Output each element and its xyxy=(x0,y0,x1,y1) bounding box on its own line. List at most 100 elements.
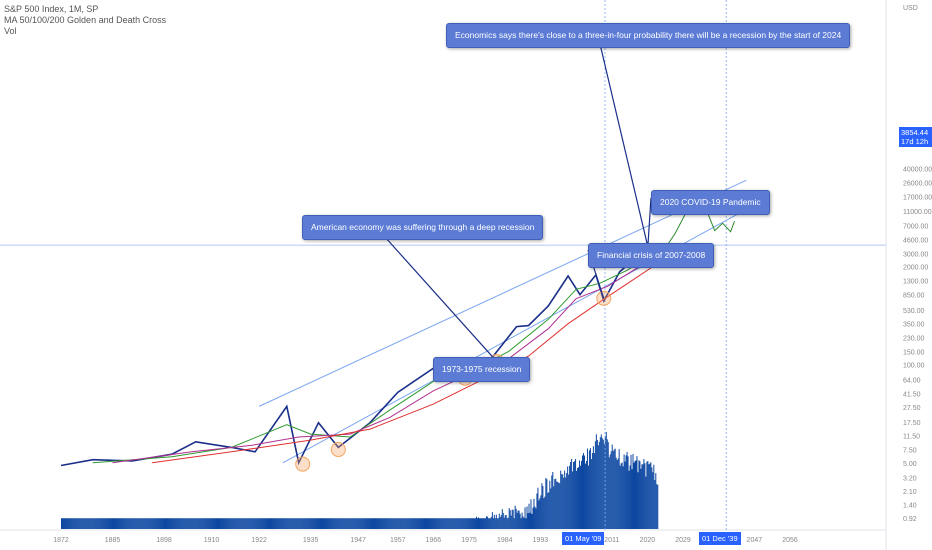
volume-bar xyxy=(643,459,645,529)
y-tick-label: 5.00 xyxy=(903,461,917,468)
volume-bar xyxy=(604,436,606,529)
volume-bar xyxy=(353,518,355,529)
volume-bar xyxy=(133,518,135,529)
volume-bar xyxy=(294,518,296,529)
x-tick-label: 1975 xyxy=(461,537,477,544)
volume-bar xyxy=(285,518,287,529)
volume-bar xyxy=(352,518,354,529)
volume-bar xyxy=(189,518,191,529)
volume-bar xyxy=(228,518,230,529)
volume-bar xyxy=(472,518,474,529)
callout-covid[interactable]: 2020 COVID-19 Pandemic xyxy=(651,190,770,215)
volume-bar xyxy=(266,518,268,529)
volume-bar xyxy=(136,518,138,529)
volume-bar xyxy=(568,474,570,529)
volume-bar xyxy=(251,518,253,529)
volume-bar xyxy=(450,518,452,529)
volume-bar xyxy=(192,518,194,529)
callout-financial-crisis[interactable]: Financial crisis of 2007-2008 xyxy=(588,243,715,268)
volume-bar xyxy=(295,518,297,529)
volume-bar xyxy=(185,518,187,529)
volume-bar xyxy=(465,518,467,529)
volume-indicator-label[interactable]: Vol xyxy=(4,26,17,36)
callout-pointer xyxy=(384,236,498,362)
volume-bar xyxy=(311,518,313,529)
volume-bar xyxy=(96,518,98,529)
volume-bar xyxy=(252,518,254,529)
volume-bar xyxy=(312,518,314,529)
volume-bar xyxy=(591,452,593,529)
volume-bar xyxy=(460,518,462,529)
volume-bar xyxy=(125,518,127,529)
volume-bar xyxy=(281,518,283,529)
x-tick-label: 1935 xyxy=(303,537,319,544)
callout-deep-recession[interactable]: American economy was suffering through a… xyxy=(302,215,544,240)
volume-bar xyxy=(235,518,237,529)
volume-bar xyxy=(74,518,76,529)
volume-bar xyxy=(369,518,371,529)
volume-bar xyxy=(367,518,369,529)
volume-bar xyxy=(333,518,335,529)
volume-bar xyxy=(328,518,330,529)
volume-bar xyxy=(149,518,151,529)
volume-bar xyxy=(456,518,458,529)
volume-bar xyxy=(335,518,337,529)
volume-bar xyxy=(511,509,513,529)
volume-bar xyxy=(430,518,432,529)
volume-bar xyxy=(619,465,621,529)
volume-bar xyxy=(319,518,321,529)
volume-bar xyxy=(498,513,500,529)
volume-bar xyxy=(516,512,518,529)
volume-bar xyxy=(122,518,124,529)
volume-bar xyxy=(445,518,447,529)
volume-bar xyxy=(206,518,208,529)
volume-bar xyxy=(536,493,538,529)
volume-bar xyxy=(610,451,612,529)
volume-bar xyxy=(116,518,118,529)
volume-bar xyxy=(561,474,563,529)
volume-bar xyxy=(599,437,601,529)
volume-bar xyxy=(250,518,252,529)
volume-bar xyxy=(532,507,534,529)
callout-recession-1973[interactable]: 1973-1975 recession xyxy=(433,357,531,382)
ma-indicator-label[interactable]: MA 50/100/200 Golden and Death Cross xyxy=(4,15,167,25)
volume-bar xyxy=(351,518,353,529)
volume-bar xyxy=(491,512,493,529)
volume-bar xyxy=(114,518,116,529)
volume-bar xyxy=(503,517,505,529)
volume-bar xyxy=(592,446,594,529)
volume-bar xyxy=(62,518,64,529)
symbol-title[interactable]: S&P 500 Index, 1M, SP xyxy=(4,4,99,14)
volume-bar xyxy=(357,518,359,529)
volume-bar xyxy=(388,518,390,529)
volume-bar xyxy=(559,483,561,529)
volume-bar xyxy=(239,518,241,529)
volume-bar xyxy=(224,518,226,529)
volume-bar xyxy=(475,518,477,529)
volume-bar xyxy=(66,518,68,529)
volume-bar xyxy=(508,508,510,529)
volume-bar xyxy=(165,518,167,529)
volume-bar xyxy=(230,518,232,529)
volume-bar xyxy=(587,465,589,529)
volume-bar xyxy=(106,518,108,529)
callout-pointer xyxy=(599,43,648,245)
volume-bar xyxy=(76,518,78,529)
volume-bar xyxy=(515,508,517,529)
volume-bar xyxy=(420,518,422,529)
volume-bar xyxy=(647,461,649,529)
volume-bar xyxy=(419,518,421,529)
volume-bar xyxy=(534,506,536,529)
callout-recession-2024[interactable]: Economics says there's close to a three-… xyxy=(446,23,851,48)
volume-bar xyxy=(540,495,542,529)
volume-bar xyxy=(557,482,559,529)
volume-bar xyxy=(101,518,103,529)
y-tick-label: 64.00 xyxy=(903,377,921,384)
volume-bar xyxy=(521,512,523,529)
x-tick-label: 2047 xyxy=(747,537,763,544)
volume-bar xyxy=(586,448,588,529)
volume-bar xyxy=(567,466,569,529)
volume-bar xyxy=(329,518,331,529)
volume-bar xyxy=(461,518,463,529)
